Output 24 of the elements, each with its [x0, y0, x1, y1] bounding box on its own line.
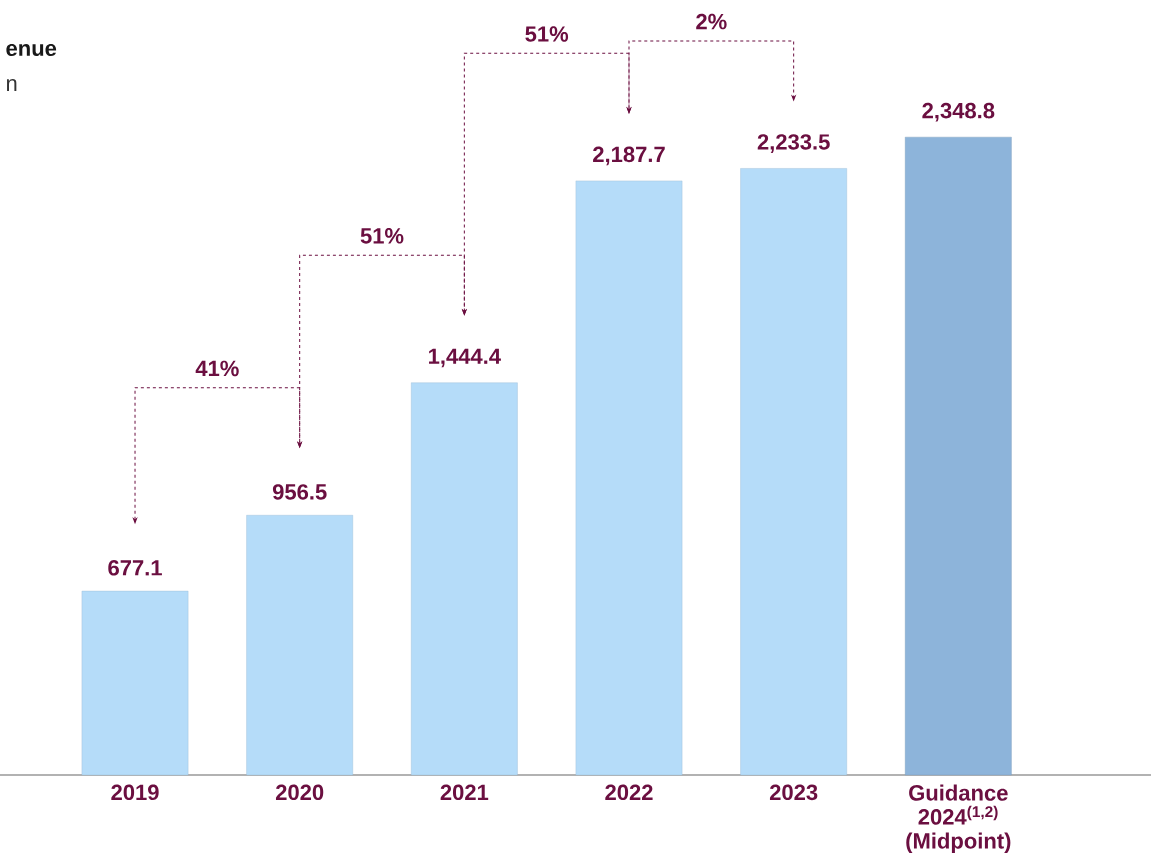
- x-tick-label: 2021: [440, 784, 489, 801]
- chart-title: enue: [6, 43, 57, 57]
- x-tick-label: Guidance 2024$^{(1,2)}$ (Midpoint): [906, 784, 1011, 854]
- annotation: 51%: [360, 228, 404, 244]
- bar: [246, 515, 353, 776]
- chart-subtitle: n: [6, 79, 17, 91]
- text: 51%: [525, 26, 569, 42]
- data-label: 677.1: [108, 560, 162, 576]
- bar: [575, 180, 683, 776]
- data-label: 956.5: [272, 484, 327, 500]
- data-label: 1,444.4: [429, 348, 501, 368]
- x-tick-label: 2019: [111, 784, 159, 801]
- x-tick-label: 2020: [275, 784, 324, 801]
- text: 2%: [696, 13, 727, 30]
- data-label: 2,233.5: [757, 134, 830, 153]
- x-tick-label: 2022: [605, 784, 653, 801]
- data-label: 2,348.8: [922, 102, 995, 122]
- bar: [411, 382, 518, 776]
- annotation: 41%: [195, 360, 239, 377]
- x-tick-label: 2023: [769, 784, 818, 801]
- bar: [905, 136, 1012, 776]
- data-label: 2,187.7: [593, 146, 665, 166]
- bar: [81, 590, 189, 776]
- bar: [740, 168, 847, 776]
